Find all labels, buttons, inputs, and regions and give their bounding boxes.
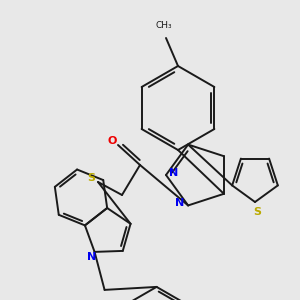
Text: S: S <box>87 173 95 183</box>
Text: N: N <box>87 252 96 262</box>
Text: S: S <box>253 207 261 217</box>
Text: CH₃: CH₃ <box>156 21 172 30</box>
Text: N: N <box>176 198 185 208</box>
Text: O: O <box>107 136 117 146</box>
Text: N: N <box>169 168 178 178</box>
